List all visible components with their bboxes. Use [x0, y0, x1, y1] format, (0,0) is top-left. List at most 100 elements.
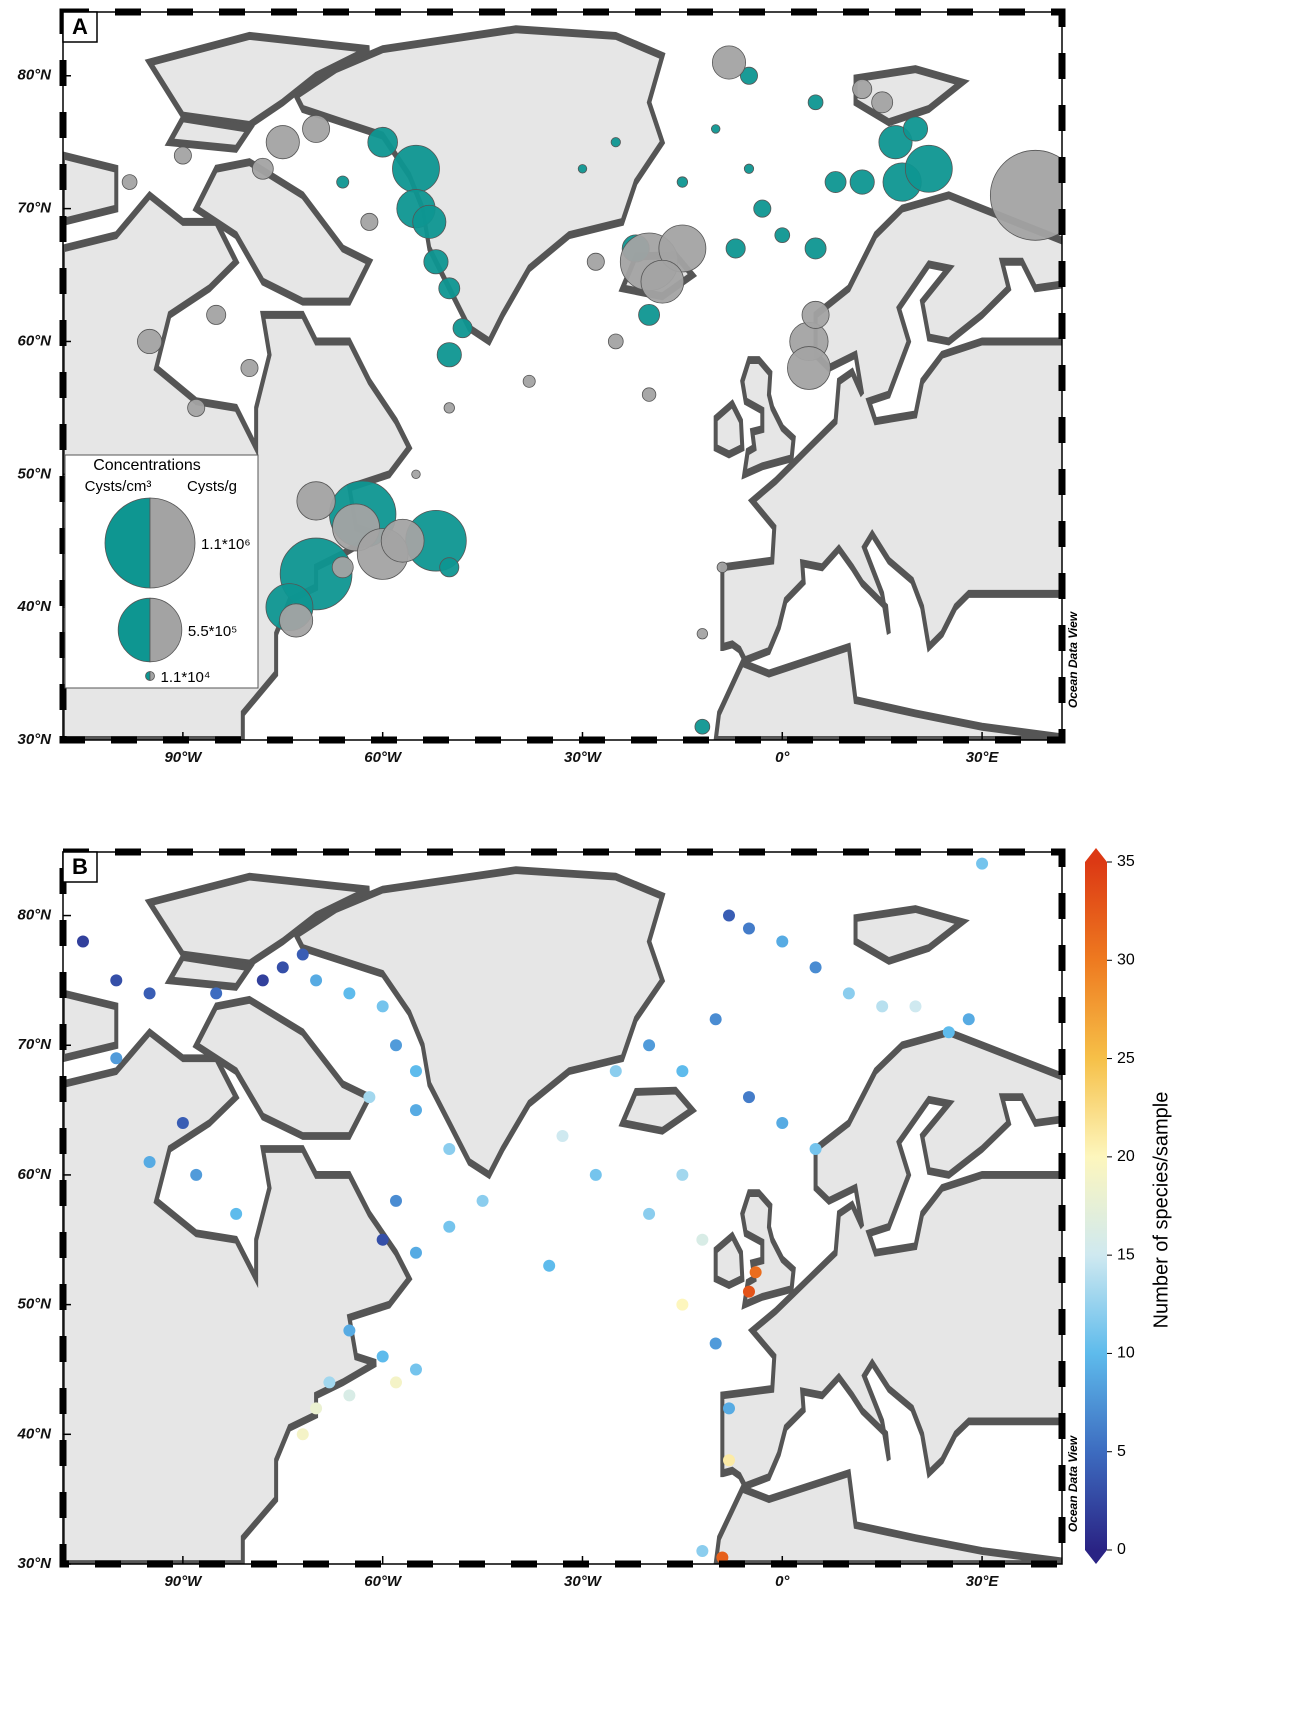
watermark: Ocean Data View [1066, 1435, 1080, 1532]
species-point [296, 948, 309, 961]
concentration-point [439, 557, 460, 578]
concentration-point [296, 481, 336, 521]
map-panel: 80°N 70°N 60°N 50°N 40°N 30°N 90°W 60°W 30°W 0° 30… [16, 8, 1080, 766]
concentration-point [187, 398, 206, 417]
species-point [976, 857, 989, 870]
colorbar-tick-label: 30 [1117, 952, 1135, 969]
species-point [842, 987, 855, 1000]
species-point [742, 1285, 755, 1298]
concentration-point [206, 304, 227, 325]
concentration-point [360, 212, 379, 231]
watermark: Ocean Data View [1066, 611, 1080, 708]
concentration-point [279, 603, 314, 638]
legend-half [149, 671, 155, 681]
lon-tick-label: 30°W [564, 1573, 603, 1590]
lat-tick-label: 80°N [17, 67, 52, 84]
frame-dashes [59, 8, 1066, 744]
species-point [390, 1376, 402, 1389]
lon-tick-label: 90°W [164, 1573, 203, 1590]
concentration-point [739, 66, 758, 85]
concentration-point [787, 346, 831, 390]
legend-size-label: 5.5*10⁵ [188, 623, 238, 640]
concentration-point [641, 387, 657, 402]
species-point [256, 974, 269, 987]
concentration-point [658, 224, 707, 273]
concentration-point [878, 125, 913, 160]
concentration-point [251, 157, 274, 180]
legend-series: Cysts/cm³ [85, 478, 152, 495]
species-point [110, 974, 123, 987]
species-point [143, 987, 156, 1000]
species-point [296, 1428, 309, 1441]
species-point [143, 1155, 156, 1168]
concentration-point [586, 252, 605, 271]
species-point [742, 922, 755, 935]
legend-size-label: 1.1*10⁴ [161, 669, 211, 686]
concentration-point [710, 124, 721, 134]
species-point [776, 1117, 789, 1130]
species-point [676, 1298, 689, 1311]
species-point [409, 1363, 422, 1376]
concentration-point [436, 342, 462, 368]
species-point [363, 1091, 376, 1104]
species-point [376, 1000, 389, 1013]
species-point [709, 1013, 722, 1026]
concentration-point [849, 169, 875, 195]
species-point [723, 1402, 735, 1415]
species-point [176, 1117, 189, 1130]
species-point [643, 1207, 656, 1220]
species-point [310, 1402, 323, 1415]
concentration-point [716, 561, 728, 573]
legend-title: Concentrations [93, 457, 201, 474]
species-point [723, 909, 735, 922]
concentration-point [904, 144, 953, 193]
lon-tick-label: 30°E [966, 1573, 1000, 1590]
species-point [723, 1454, 735, 1467]
concentration-point [852, 79, 873, 100]
concentration-point [137, 328, 163, 354]
lat-tick-label: 40°N [16, 1425, 52, 1442]
species-point [776, 935, 789, 948]
concentration-point [121, 174, 138, 190]
species-point [323, 1376, 336, 1389]
points [76, 857, 989, 1564]
species-point [230, 1207, 243, 1220]
concentration-point [443, 402, 455, 414]
concentration-point [774, 227, 791, 244]
species-point [390, 1039, 402, 1052]
species-point [409, 1246, 422, 1259]
species-point [609, 1065, 622, 1078]
colorbar-tick-label: 35 [1117, 853, 1135, 870]
colorbar-arrow [1085, 848, 1107, 862]
lat-tick-label: 70°N [17, 200, 52, 217]
species-point [310, 974, 323, 987]
concentration-point [824, 171, 847, 193]
concentration-point [696, 628, 709, 640]
colorbar-title: Number of species/sample [1150, 1092, 1172, 1329]
panel-label: B [72, 854, 88, 879]
species-point [390, 1194, 402, 1207]
lon-tick-label: 60°W [364, 749, 403, 766]
concentration-point [807, 94, 824, 111]
concentration-point [638, 303, 660, 326]
concentration-point [804, 237, 827, 260]
species-point [709, 1337, 722, 1350]
concentration-point [989, 149, 1062, 241]
panel-label-box [62, 851, 98, 883]
species-point [749, 1266, 762, 1279]
concentration-point [452, 318, 473, 339]
species-point [589, 1168, 602, 1181]
concentration-point [801, 300, 830, 329]
species-point [210, 987, 223, 1000]
lon-tick-label: 30°E [966, 749, 1000, 766]
concentration-point [902, 116, 929, 142]
species-point [742, 1091, 755, 1104]
species-point [676, 1168, 689, 1181]
colorbar-tick-label: 25 [1117, 1050, 1135, 1067]
species-point [443, 1220, 456, 1233]
species-point [409, 1065, 422, 1078]
concentration-point [331, 556, 354, 579]
concentration-point [871, 91, 894, 114]
lon-tick-label: 60°W [364, 1573, 403, 1590]
